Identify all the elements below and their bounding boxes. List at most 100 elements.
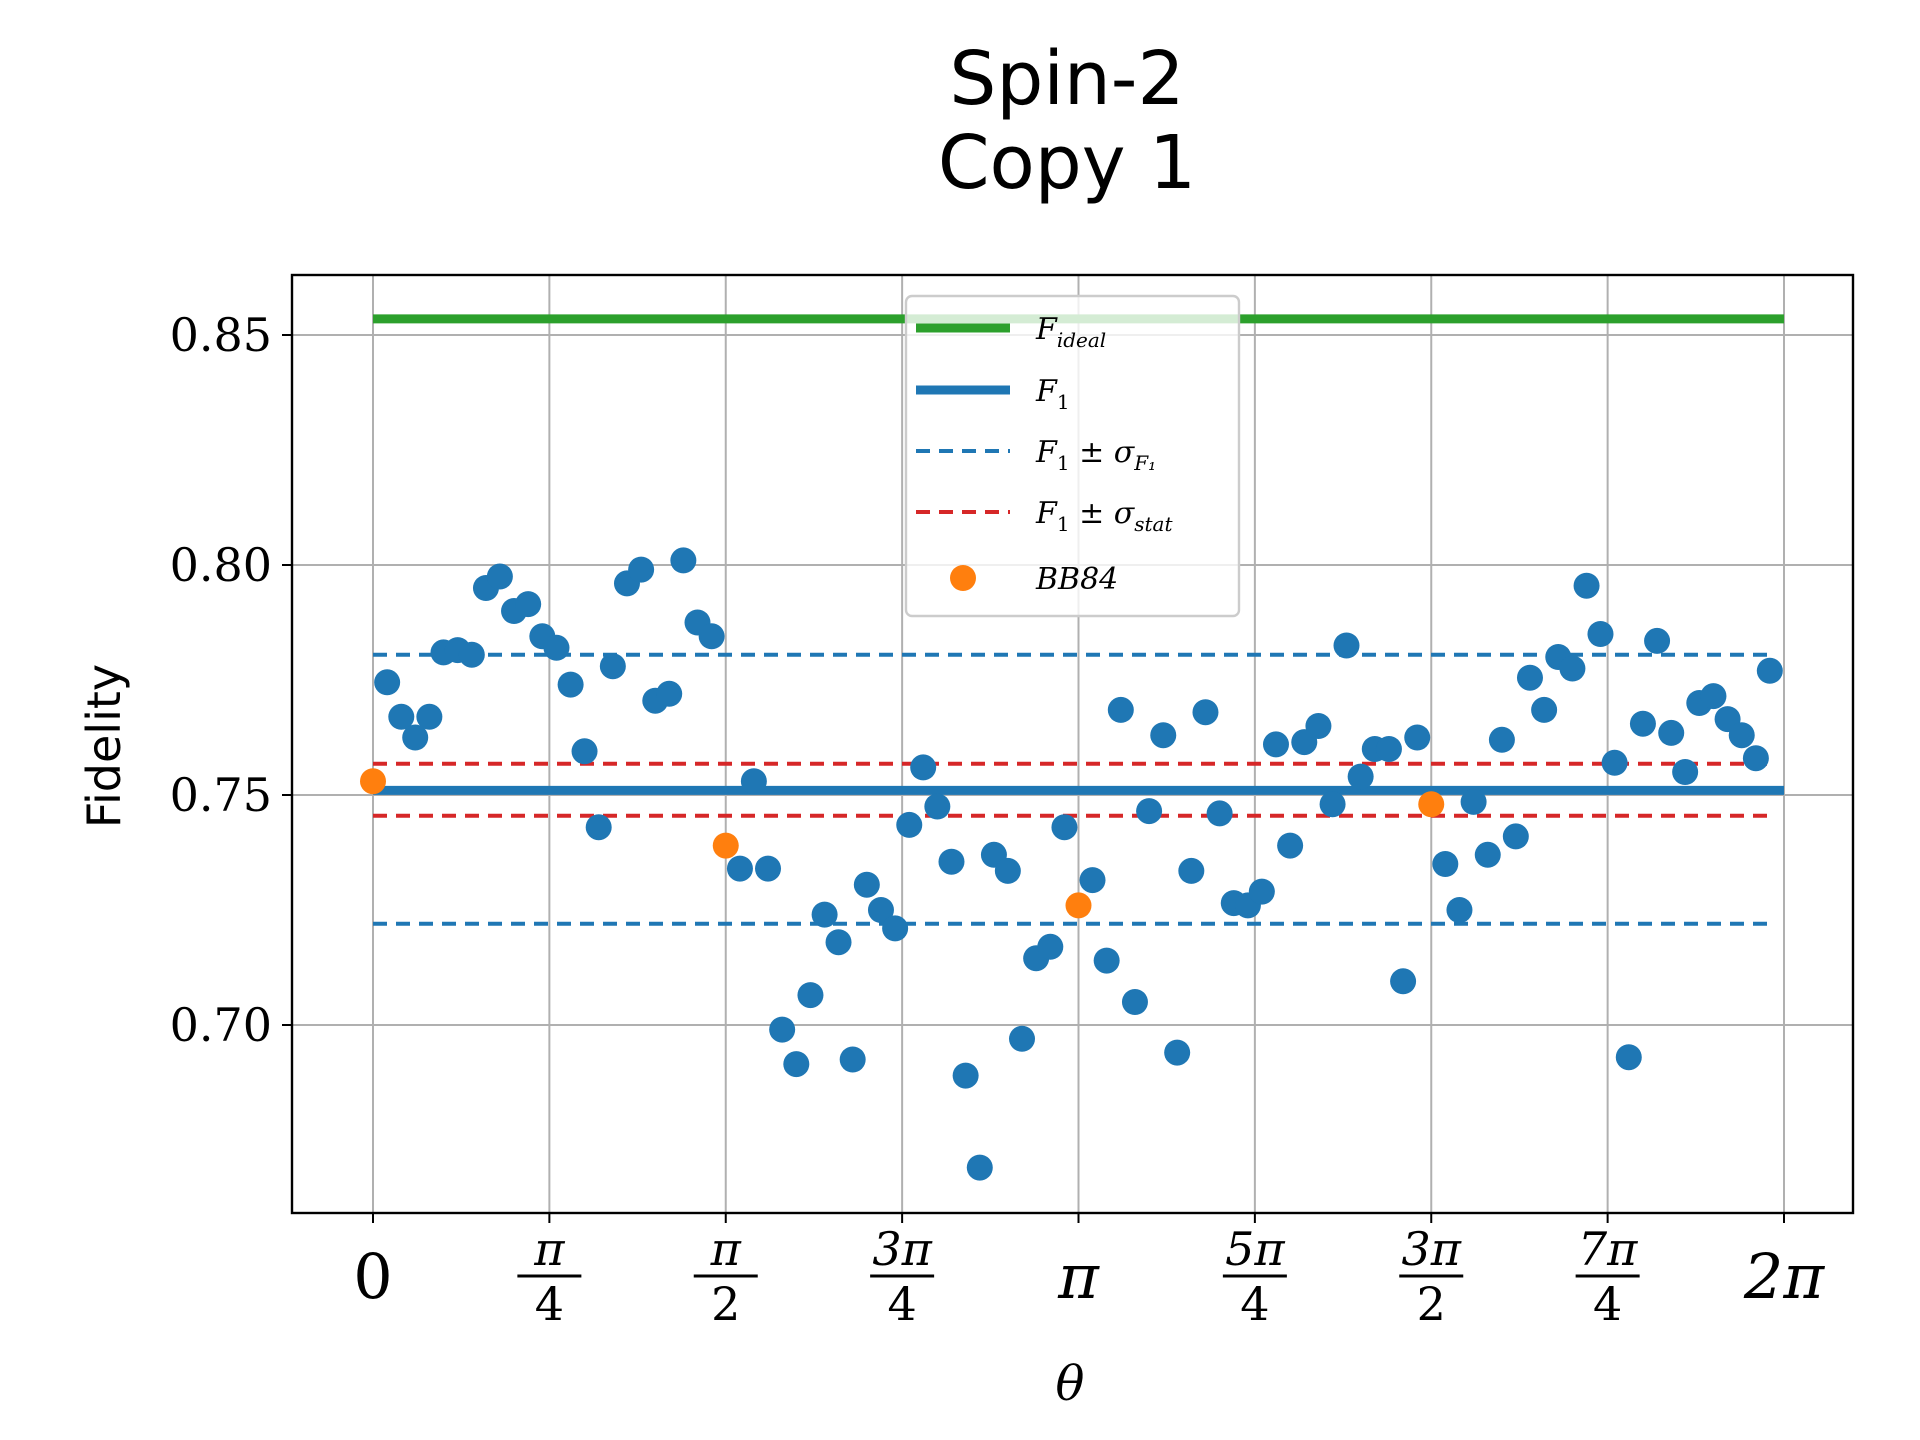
f1-data-point [811,901,838,928]
bb84-data-point [1418,791,1445,818]
legend: Fideal F1 F1 ± σF₁ F1 ± σstat BB84 [904,294,1241,618]
y-axis-ticks: 0.70 0.75 0.80 0.85 [170,308,292,1052]
f1-data-point [994,857,1021,884]
x-tick-label: π [1057,1240,1100,1313]
f1-data-point [797,982,824,1009]
f1-data-point [628,556,655,583]
bb84-data-point [712,832,739,859]
x-tick-numerator: 3π [872,1222,932,1276]
f1-data-point [1700,683,1727,710]
legend-label-sigma_stat: F1 ± σstat [1035,496,1173,536]
f1-data-point [543,634,570,661]
f1-data-point [388,703,415,730]
f1-data-point [1107,696,1134,723]
y-axis-label: Fidelity [77,664,131,828]
f1-data-point [1051,814,1078,841]
f1-data-point [1573,572,1600,599]
f1-data-point [1347,763,1374,790]
f1-data-point [1008,1025,1035,1052]
f1-data-point [1037,933,1064,960]
f1-data-point [1136,798,1163,825]
f1-data-point [1262,731,1289,758]
legend-label-sigma_f1: F1 ± σF₁ [1035,435,1156,475]
bb84-data-point [360,768,386,795]
chart-title-line-1: Spin-2 [949,36,1184,122]
f1-data-point [1756,657,1783,684]
f1-data-point [515,591,542,618]
x-tick-numerator: 3π [1402,1222,1462,1276]
f1-data-point [924,793,951,820]
x-tick-denominator: 4 [887,1277,916,1331]
f1-data-point [1658,719,1685,746]
f1-data-point [726,855,753,882]
legend-marker-bb84 [950,565,976,591]
f1-data-point [416,703,443,730]
f1-data-point [952,1062,979,1089]
f1-data-point [670,547,697,574]
y-tick-label: 0.75 [170,768,272,822]
f1-data-point [1644,627,1671,654]
f1-data-point [1474,841,1501,868]
f1-data-point [1277,832,1304,859]
f1-data-point [585,814,612,841]
f1-data-point [740,768,767,795]
y-tick-label: 0.85 [170,308,272,362]
f1-data-point [374,669,401,696]
f1-data-point [571,738,598,765]
f1-data-point [1093,947,1120,974]
f1-data-point [1460,788,1487,815]
f1-data-point [1502,823,1529,850]
x-tick-denominator: 4 [1593,1277,1622,1331]
f1-data-point [458,641,485,668]
f1-data-point [1178,857,1205,884]
f1-data-point [1587,621,1614,647]
f1-data-point [1192,699,1219,726]
f1-data-point [1559,655,1586,682]
legend-box [904,294,1241,618]
f1-data-point [769,1016,796,1043]
f1-data-point [1446,897,1473,923]
grid-lines [292,275,1853,1213]
x-tick-numerator: 7π [1578,1222,1638,1276]
f1-data-point [1164,1039,1191,1066]
f1-data-point [698,623,725,650]
x-tick-denominator: 4 [1240,1277,1269,1331]
f1-data-point [882,915,909,942]
f1-data-point [1432,851,1459,877]
f1-data-point [1248,878,1275,905]
f1-data-point [557,671,584,698]
f1-data-point [1079,867,1106,894]
x-tick-label: 2π [1743,1240,1825,1313]
f1-data-point [1390,968,1417,995]
x-tick-denominator: 2 [711,1277,740,1331]
f1-data-point [1305,713,1332,739]
x-tick-numerator: 5π [1225,1222,1285,1276]
f1-data-point [1333,632,1360,659]
f1-data-point [1672,759,1699,785]
f1-data-point [896,811,923,838]
f1-data-point [599,653,626,680]
plot-frame [290,273,1855,1215]
f1-data-point [1150,722,1177,749]
legend-label-bb84: BB84 [1035,562,1118,597]
f1-data-point [910,754,937,781]
x-tick-label: 0 [353,1240,392,1313]
chart-title-line-2: Copy 1 [938,120,1196,206]
f1-data-point [1206,800,1233,827]
f1-data-point [938,848,965,875]
f1-data-point [1319,791,1346,818]
f1-data-point [1629,710,1656,737]
x-tick-numerator: π [710,1222,742,1276]
legend-label-f1: F1 [1035,374,1070,414]
f1-data-point [1375,736,1402,762]
y-tick-label: 0.80 [170,538,272,592]
data-points [360,547,1783,1181]
f1-data-point [1531,696,1558,723]
f1-data-point [1404,724,1431,751]
legend-label-ideal: Fideal [1035,312,1106,352]
f1-data-point [755,855,782,882]
f1-data-point [783,1051,810,1078]
f1-data-point [402,724,429,751]
